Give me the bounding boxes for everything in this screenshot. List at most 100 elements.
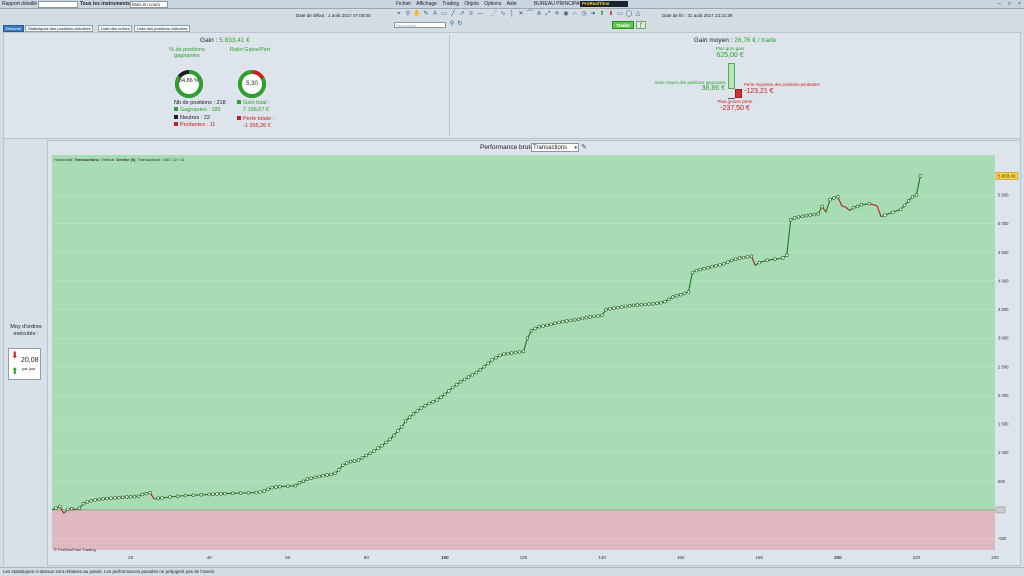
arrow-right-icon[interactable]: ➜ [590, 11, 596, 17]
trade-point [435, 398, 439, 402]
trade-point [498, 353, 502, 358]
menu-objects[interactable]: Objets [464, 1, 479, 7]
avg-loss-losing-value: -123,21 € [744, 88, 774, 95]
alert-icon[interactable]: ◷ [581, 11, 587, 17]
vertical-line-icon[interactable]: │ [510, 11, 514, 17]
trade-point [109, 496, 113, 500]
y-tick-label: 4 000 [998, 278, 1009, 283]
menu-file[interactable]: Fichier [396, 1, 412, 7]
crosshair-icon[interactable]: ✛ [554, 11, 560, 17]
avg-loss-losing-label: Perte moyenne des positions perdantes [744, 82, 820, 87]
trade-point [270, 485, 274, 490]
hand-icon[interactable]: ✋ [413, 11, 421, 17]
trade-point [537, 325, 541, 329]
eye-icon[interactable]: ◉ [563, 11, 569, 17]
buy-arrow-icon[interactable]: ⬆ [599, 11, 605, 17]
trade-point [580, 316, 585, 321]
chart-info-prefix: Horizontal: [54, 157, 74, 162]
trade-point [211, 492, 215, 496]
cursor-icon[interactable]: ⌖ [397, 11, 401, 17]
instruments-select[interactable]: Tous les instruments [80, 1, 130, 7]
arc-icon[interactable]: ⌒ [526, 11, 533, 17]
folder-icon[interactable]: ▭ [441, 11, 447, 17]
trade-point [729, 258, 734, 263]
menu-view[interactable]: Affichage [416, 1, 437, 7]
neutral-count: Neutres : 22 [174, 115, 210, 121]
trade-button[interactable]: Trader [612, 21, 634, 29]
trade-point [604, 307, 608, 312]
fibonacci-icon[interactable]: ≡ [469, 11, 473, 17]
triangle-icon[interactable]: △ [635, 11, 641, 17]
magnet-icon[interactable]: ∩ [572, 11, 578, 17]
wave-icon[interactable]: ∿ [500, 11, 506, 17]
zero-handle[interactable] [995, 506, 1006, 514]
line-segment [915, 175, 921, 196]
trade-point [160, 496, 164, 500]
trade-point [136, 494, 141, 498]
watermark: © ProRealTime Trading [54, 547, 96, 552]
tab-summary[interactable]: Résumé [3, 25, 24, 32]
pitchfork-icon[interactable]: ⋔ [536, 11, 542, 17]
last-value-label: 5 833,41 [998, 174, 1016, 179]
horizontal-line-icon[interactable]: — [477, 11, 483, 17]
sell-arrow-icon[interactable]: ⬇ [608, 11, 614, 17]
channel-icon[interactable]: ⋰ [491, 11, 497, 17]
minimize-icon[interactable]: – [998, 1, 1001, 7]
trade-point [348, 460, 353, 464]
trade-point [113, 496, 117, 500]
trade-point [698, 267, 702, 272]
trade-point [333, 471, 337, 475]
menu-bar: Fichier Affichage Trading Objets Options… [396, 1, 576, 8]
positive-zone [52, 155, 995, 510]
trade-point [380, 444, 384, 448]
trade-point [309, 476, 313, 480]
menu-help[interactable]: Aide [506, 1, 517, 7]
y-tick-label: 500 [998, 479, 1006, 484]
search-input[interactable]: Rechercher [394, 22, 446, 28]
trade-point [568, 318, 573, 323]
cross-line-icon[interactable]: ✕ [518, 11, 524, 17]
trade-point [612, 306, 616, 310]
summary-panel [3, 32, 1021, 139]
trade-point [737, 256, 742, 260]
trend-line-icon[interactable]: ╱ [451, 11, 455, 17]
trade-point [301, 479, 306, 483]
maximize-icon[interactable]: □ [1007, 1, 1012, 7]
pencil-icon[interactable]: ✎ [423, 11, 429, 17]
trade-point [478, 368, 482, 372]
avg-orders-value: 20,08 [21, 357, 39, 364]
trade-point [297, 481, 302, 485]
menu-options[interactable]: Options [484, 1, 502, 7]
wrench-icon[interactable]: ✎ [581, 144, 587, 151]
avg-orders-unit: par jour [22, 366, 36, 371]
x-tick-label: 200 [834, 555, 842, 560]
gain-total-value: 7 188,67 € [243, 107, 269, 113]
workspace-name[interactable]: BUREAU PRINCIPAL [534, 1, 583, 7]
ray-icon[interactable]: ↗ [459, 11, 465, 17]
trade-point [749, 254, 754, 259]
x-tick-label: 100 [441, 555, 449, 560]
ellipse-icon[interactable]: ◯ [625, 11, 633, 17]
diagonal-icon[interactable]: ⤢ [545, 11, 551, 17]
zoom-icon[interactable]: ⚲ [405, 11, 411, 17]
search-icon[interactable]: ⚲ [449, 21, 455, 27]
chart-mode-select[interactable]: Transactions ▾ [531, 143, 579, 152]
report-input[interactable] [38, 1, 78, 8]
function-button[interactable]: ƒ [636, 21, 646, 29]
period-select[interactable]: Mois en cours [130, 1, 168, 8]
pct-winning-title: % de positions gagnantes [169, 47, 205, 59]
trade-point [788, 217, 793, 222]
tab-closed-stats[interactable]: Statistiques des positions clôturées [25, 25, 94, 32]
trade-point [286, 484, 290, 488]
close-icon[interactable]: × [1018, 1, 1021, 7]
trade-point [175, 494, 180, 498]
trade-point [722, 262, 726, 266]
refresh-icon[interactable]: ↻ [457, 21, 463, 27]
trade-point [66, 507, 70, 512]
tab-closed-positions[interactable]: Liste des positions clôturées [134, 25, 191, 32]
text-icon[interactable]: A [432, 11, 437, 17]
trade-point [828, 197, 832, 202]
tab-orders[interactable]: Liste des ordres [98, 25, 133, 32]
rectangle-icon[interactable]: ▭ [617, 11, 623, 17]
menu-trading[interactable]: Trading [442, 1, 459, 7]
